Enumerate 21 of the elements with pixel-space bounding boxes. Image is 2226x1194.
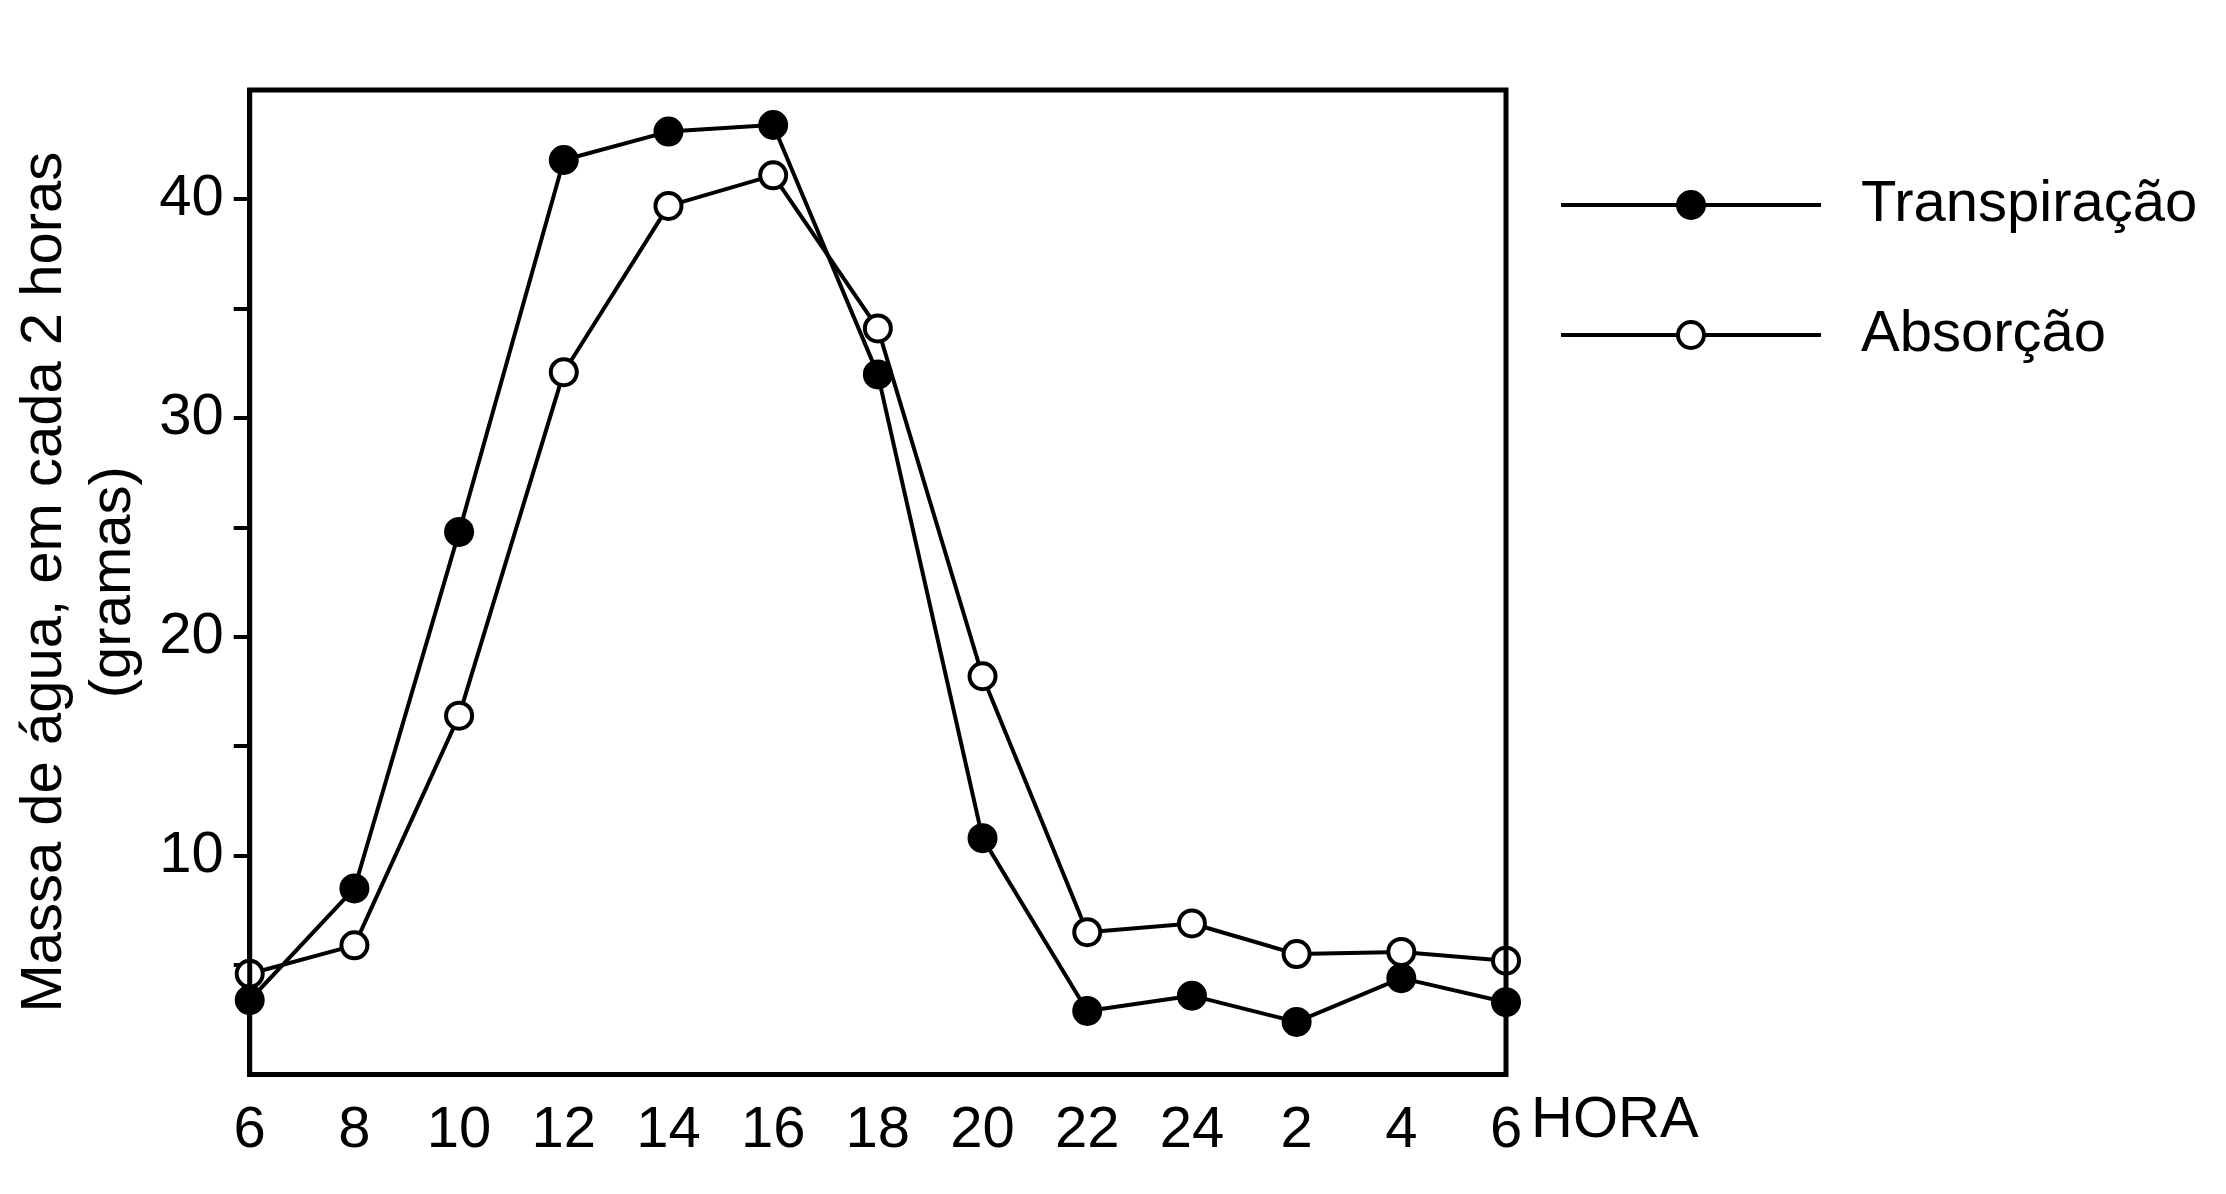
x-tick-label: 4 (1385, 1094, 1418, 1160)
x-tick-label: 6 (1489, 1094, 1523, 1160)
x-tick-label: 18 (845, 1094, 911, 1160)
x-axis-title: HORA (1531, 1084, 1699, 1150)
y-tick-label: 10 (159, 818, 224, 884)
x-tick-label: 16 (740, 1094, 806, 1160)
x-tick-label: 14 (636, 1094, 701, 1160)
x-tick-label: 10 (426, 1094, 492, 1160)
x-tick-label: 6 (233, 1094, 266, 1160)
x-tick-label: 24 (1159, 1094, 1225, 1160)
y-axis-title: Massa de água, em cada 2 horas (gramas) (7, 151, 143, 1013)
y-tick-label: 30 (159, 381, 224, 447)
x-tick-label: 2 (1280, 1094, 1313, 1160)
x-tick-label: 12 (531, 1094, 597, 1160)
x-tick-label: 20 (950, 1094, 1015, 1160)
legend-label: Absorção (1861, 298, 2107, 363)
y-tick-label: 20 (159, 599, 224, 665)
legend-label: Transpiração (1861, 168, 2198, 233)
x-tick-label: 22 (1054, 1094, 1120, 1160)
x-tick-label: 8 (338, 1094, 371, 1160)
y-tick-label: 40 (159, 162, 224, 228)
